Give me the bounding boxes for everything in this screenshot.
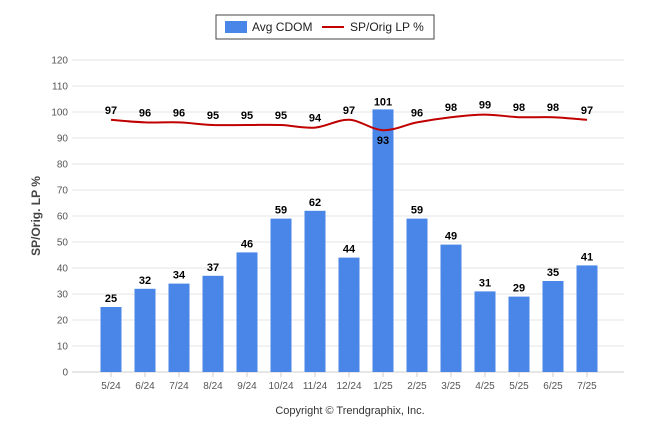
y-tick-label: 90 [57,134,69,145]
bar [372,109,394,373]
line-data-label: 96 [173,107,185,119]
line-series [110,113,588,132]
y-tick-label: 20 [57,316,69,327]
x-tick-label: 11/24 [303,381,328,392]
bar [576,265,598,372]
legend-label-bar: Avg CDOM [252,20,312,34]
legend-label-line: SP/Orig LP % [350,20,424,34]
bar-data-label: 25 [105,293,117,305]
y-tick-label: 30 [57,290,69,301]
y-tick-label: 110 [52,82,68,93]
bar-data-label: 59 [275,205,287,217]
line-data-labels: 97 96 96 95 95 95 94 97 93 96 98 99 98 98 97 [105,100,593,148]
copyright-credit: Copyright © Trendgraphix, Inc. [275,405,424,417]
bar [168,283,190,372]
line-data-label: 97 [105,105,117,117]
line-data-label: 98 [513,102,525,114]
line-data-label: 95 [241,110,253,122]
bar [304,210,326,372]
bar [236,252,258,372]
bar-data-label: 29 [513,283,525,295]
bar [542,281,564,372]
bar-data-label: 31 [479,277,491,289]
x-tick-label: 6/25 [543,381,563,392]
line-data-label: 98 [445,102,457,114]
x-tick-label: 7/25 [577,381,597,392]
y-tick-label: 80 [57,160,69,171]
x-tick-label: 3/25 [441,381,461,392]
line-path [110,113,588,132]
bar-data-label: 59 [411,205,423,217]
line-data-label: 95 [275,110,287,122]
x-tick-label: 8/24 [203,381,223,392]
y-tick-label: 40 [57,264,69,275]
y-tick-label: 50 [57,238,69,249]
bar [134,288,156,372]
line-data-label: 93 [377,135,389,147]
y-tick-label: 120 [51,56,68,67]
x-tick-label: 9/24 [237,381,257,392]
line-data-label: 99 [479,100,491,112]
y-tick-label: 60 [57,212,69,223]
bar-data-label: 49 [445,231,457,243]
y-tick-label: 0 [62,368,68,379]
line-data-label: 96 [411,107,423,119]
line-data-label: 98 [547,102,559,114]
bar-data-label: 44 [343,244,356,256]
x-tick-label: 5/24 [101,381,121,392]
x-tick-label: 6/24 [135,381,155,392]
y-axis-title: SP/Orig. LP % [29,176,43,256]
line-data-label: 97 [581,105,593,117]
bar-data-label: 37 [207,262,219,274]
bar-data-label: 35 [547,267,559,279]
bar [270,218,292,372]
legend-swatch-bar [225,21,247,33]
line-data-label: 95 [207,110,219,122]
bar [474,291,496,372]
x-tick-label: 10/24 [268,381,293,392]
bar-series [100,109,598,373]
y-tick-label: 10 [57,342,69,353]
bar [100,307,122,372]
y-axis-ticks: 0 10 20 30 40 50 60 70 80 90 100 110 120 [51,56,68,379]
x-tick-label: 2/25 [407,381,427,392]
line-data-label: 97 [343,105,355,117]
x-tick-label: 7/24 [169,381,189,392]
bar-data-label: 101 [374,96,392,108]
bar-data-label: 46 [241,238,253,250]
x-tick-label: 1/25 [373,381,393,392]
bar-data-labels: 25 32 34 37 46 59 62 44 101 59 49 31 29 35 41 [105,96,593,305]
line-data-label: 96 [139,107,151,119]
bar-data-label: 34 [173,270,186,282]
bar [202,275,224,372]
y-tick-label: 70 [57,186,69,197]
line-data-label: 94 [309,113,322,125]
x-tick-label: 5/25 [509,381,529,392]
x-tick-label: 12/24 [336,381,361,392]
bar [406,218,428,372]
bar [440,244,462,372]
x-tick-label: 4/25 [475,381,495,392]
bar [338,257,360,372]
bar-data-label: 62 [309,197,321,209]
bar-data-label: 41 [581,251,593,263]
x-axis-ticks: 5/24 6/24 7/24 8/24 9/24 10/24 11/24 12/24 1/25 2… [101,372,597,392]
bar-data-label: 32 [139,275,151,287]
y-tick-label: 100 [51,108,68,119]
bar [508,296,530,372]
legend: Avg CDOM SP/Orig LP % [215,14,435,40]
